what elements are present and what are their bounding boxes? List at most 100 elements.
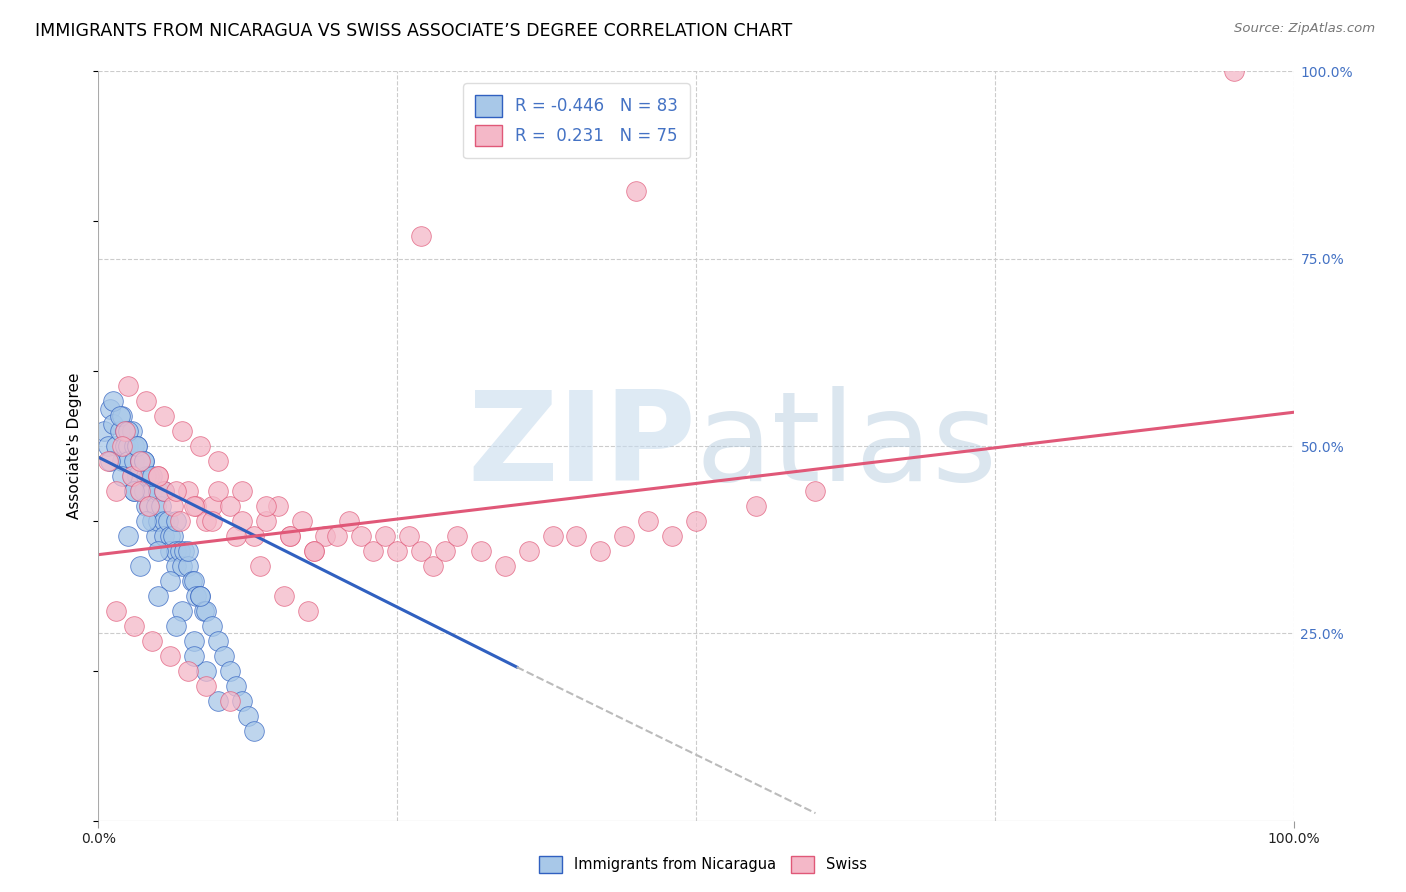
Point [177,558,200,573]
Point [195,664,218,678]
Point [411,229,433,244]
Point [172,604,194,618]
Point [117,379,139,393]
Point [111,469,134,483]
Point [188,439,211,453]
Point [243,529,266,543]
Point [135,514,157,528]
Point [169,544,191,558]
Point [193,604,215,618]
Point [231,694,253,708]
Point [114,424,136,438]
Point [141,514,163,528]
Text: atlas: atlas [696,385,998,507]
Point [135,394,157,409]
Point [297,604,319,618]
Point [111,439,134,453]
Point [804,483,827,498]
Point [517,544,540,558]
Point [201,619,224,633]
Point [97,454,120,468]
Point [254,514,277,528]
Point [411,544,433,558]
Point [124,483,146,498]
Point [183,499,205,513]
Point [165,483,187,498]
Point [225,679,247,693]
Point [121,469,143,483]
Point [745,499,768,513]
Point [350,529,373,543]
Point [135,499,157,513]
Point [201,514,224,528]
Point [302,544,325,558]
Point [121,469,143,483]
Point [129,483,152,498]
Point [374,529,396,543]
Point [291,514,314,528]
Point [141,633,163,648]
Point [1223,64,1246,78]
Point [613,529,636,543]
Point [148,514,170,528]
Point [212,648,235,663]
Point [148,469,170,483]
Point [434,544,457,558]
Point [98,401,122,416]
Point [153,483,176,498]
Point [124,439,146,453]
Point [117,529,139,543]
Point [207,633,229,648]
Point [97,439,120,453]
Point [135,469,157,483]
Point [159,544,181,558]
Point [685,514,707,528]
Point [219,664,242,678]
Point [129,454,152,468]
Point [195,514,218,528]
Point [541,529,564,543]
Point [148,544,170,558]
Point [108,424,131,438]
Point [183,648,205,663]
Point [114,424,136,438]
Point [98,454,122,468]
Point [148,483,170,498]
Point [494,558,516,573]
Point [177,664,200,678]
Point [172,558,194,573]
Point [219,499,242,513]
Point [141,483,163,498]
Point [422,558,444,573]
Point [145,499,167,513]
Point [589,544,612,558]
Legend: R = -0.446   N = 83, R =  0.231   N = 75: R = -0.446 N = 83, R = 0.231 N = 75 [464,84,689,158]
Point [132,454,155,468]
Point [195,679,218,693]
Point [626,184,648,198]
Point [159,529,181,543]
Point [339,514,361,528]
Point [195,604,218,618]
Point [101,417,124,431]
Point [273,589,295,603]
Point [446,529,468,543]
Point [278,529,301,543]
Point [138,499,160,513]
Point [148,469,170,483]
Text: Source: ZipAtlas.com: Source: ZipAtlas.com [1234,22,1375,36]
Point [117,424,139,438]
Point [101,394,124,409]
Point [125,469,148,483]
Point [117,439,139,453]
Point [153,409,176,423]
Point [125,439,148,453]
Point [129,454,152,468]
Point [231,514,253,528]
Point [180,574,202,588]
Point [470,544,492,558]
Point [149,499,172,513]
Point [201,499,224,513]
Point [159,648,181,663]
Point [385,544,409,558]
